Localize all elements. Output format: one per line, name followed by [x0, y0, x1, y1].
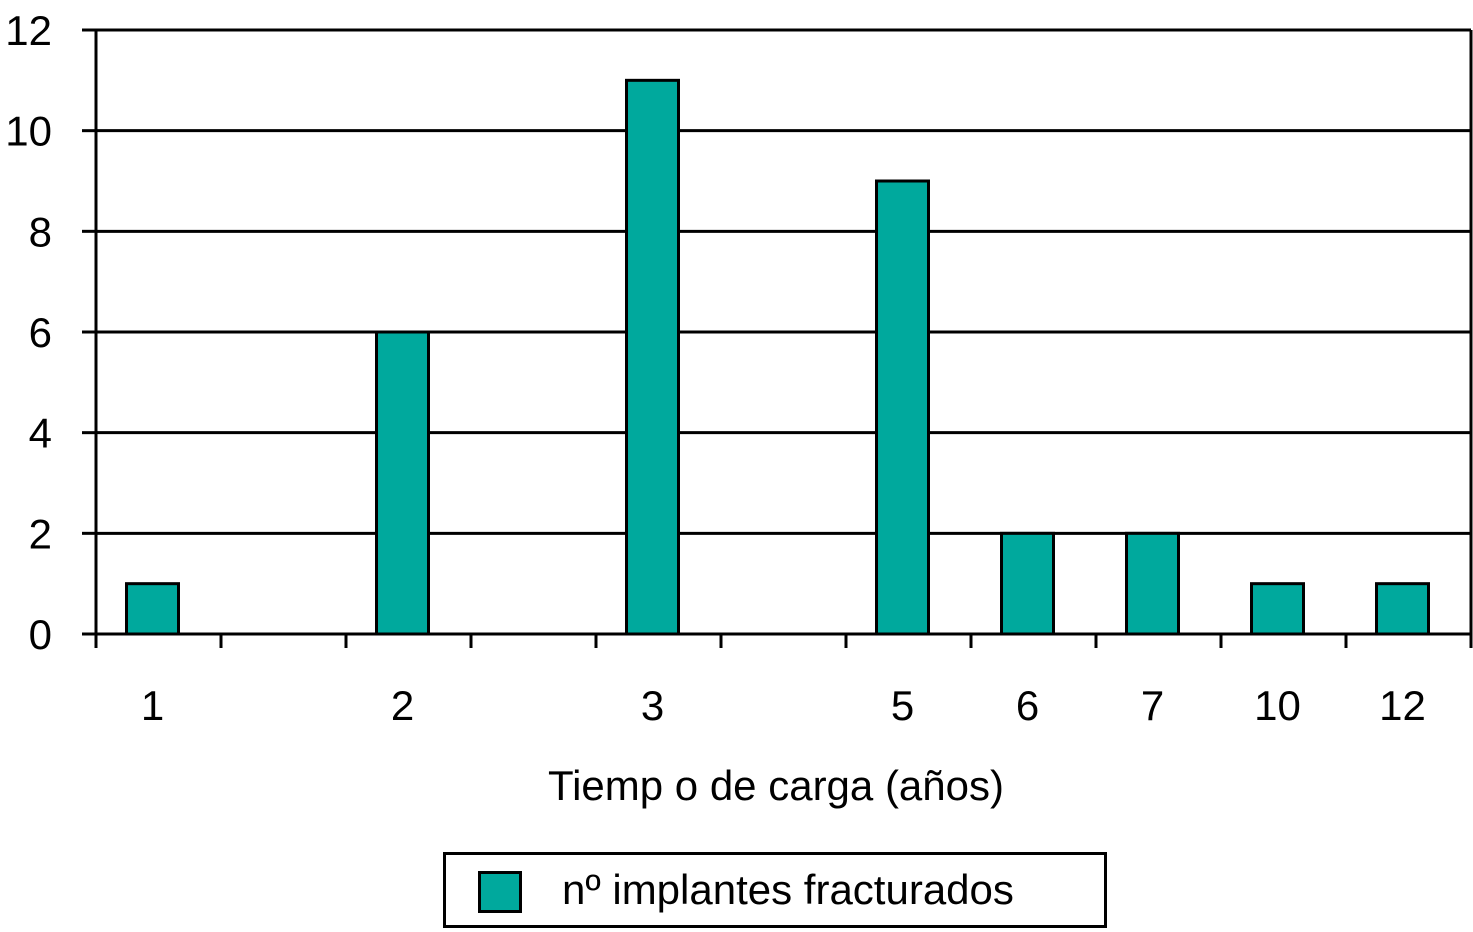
axes [82, 28, 1473, 648]
x-tick-label: 3 [641, 682, 664, 729]
x-tick-label: 12 [1379, 682, 1426, 729]
legend: nº implantes fracturados [443, 852, 1107, 928]
y-tick-label: 10 [5, 108, 52, 155]
bar [125, 582, 180, 636]
legend-swatch [478, 871, 522, 913]
bar [375, 330, 430, 636]
y-tick-label: 4 [29, 410, 52, 457]
bar [1000, 531, 1055, 636]
x-axis-label: Tiemp o de carga (años) [548, 762, 1004, 809]
gridlines [96, 28, 1473, 634]
legend-label: nº implantes fracturados [562, 866, 1014, 913]
y-tick-label: 2 [29, 510, 52, 557]
x-tick-label: 5 [891, 682, 914, 729]
bar [1250, 582, 1305, 636]
x-tick-label: 1 [141, 682, 164, 729]
bar [625, 78, 680, 636]
y-tick-label: 8 [29, 208, 52, 255]
x-tick-label: 7 [1141, 682, 1164, 729]
x-tick-label: 2 [391, 682, 414, 729]
y-tick-label: 0 [29, 611, 52, 658]
x-tick-label: 10 [1254, 682, 1301, 729]
y-tick-label: 12 [5, 7, 52, 54]
y-tick-label: 6 [29, 309, 52, 356]
bar [1375, 582, 1430, 636]
y-tick-labels: 0 2 4 6 8 10 12 [5, 7, 52, 658]
x-tick-label: 6 [1016, 682, 1039, 729]
bar [1125, 531, 1180, 636]
bars [125, 78, 1430, 636]
x-tick-labels: 1 2 3 5 6 7 10 12 [141, 682, 1426, 729]
bar [875, 179, 930, 636]
